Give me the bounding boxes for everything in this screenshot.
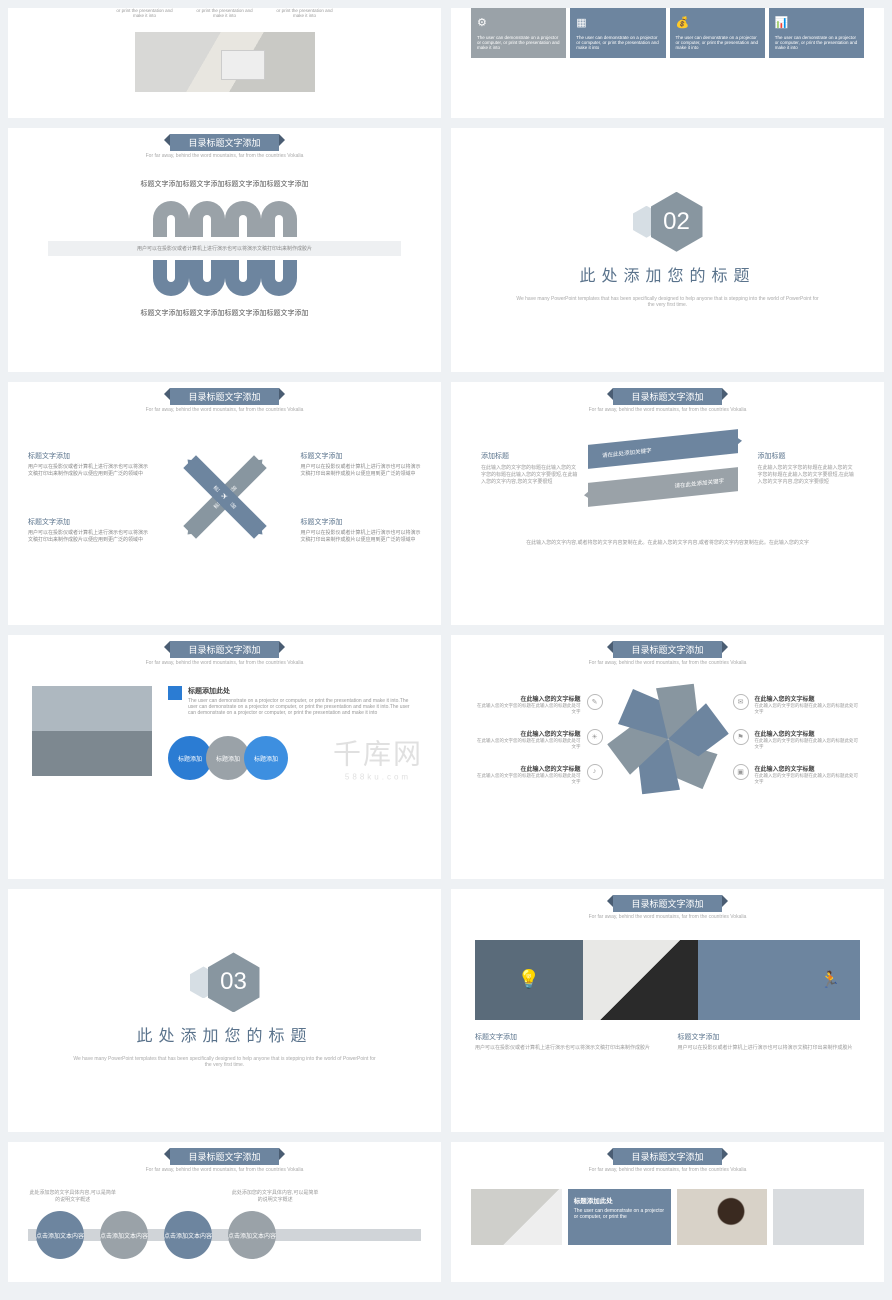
slide-2: ⚙The user can demonstrate on a projector… [451,8,884,118]
step-circle: 点击添加文本内容 [228,1211,276,1259]
banner-image [583,940,699,1020]
section-title: 此处添加您的标题 [136,1022,312,1046]
section-number: 02 [651,192,703,252]
circle-heading: 标题添加此处The user can demonstrate on a proj… [188,686,417,716]
grid-icon: ▦ [576,16,659,29]
hexagon-badge: 02 [633,192,703,252]
money-icon: 💰 [676,16,759,29]
slide-12: 目录标题文字添加For far away, behind the word mo… [451,1142,884,1282]
slide-4-section: 02 此处添加您的标题 We have many PowerPoint temp… [451,128,884,372]
banner-text: 标题文字添加用户可以在投影仪或者计算机上进行演示也可以将演示文稿打印出来制作成胶… [678,1032,861,1051]
step-caption: 此处添加您的文字具体内容,可以是简单的说明文字概述 [28,1189,117,1203]
aperture-item: ✉在此输入您的文字标题在此输入您的文字您的标题在此输入您的标题此处可文字 [733,694,861,715]
section-number: 03 [208,952,260,1012]
step-caption [332,1189,421,1203]
quad-text: 标题文字添加用户可以在投影仪或者计算机上进行演示也可以将演示文稿打印出来制作成胶… [301,451,422,477]
tile-image [471,1189,562,1245]
step-row: 点击添加文本内容 点击添加文本内容 点击添加文本内容 点击添加文本内容 [28,1211,421,1259]
swap-arrow: 请在此处添加关键字 [588,467,738,507]
aperture-item: ♪在此输入您的文字标题在此输入您的文字您的标题在此输入您的标题此处可文字 [475,764,603,785]
sun-icon: ☀ [587,729,603,745]
step-caption: 此处添加您的文字具体内容,可以是简单的说明文字概述 [231,1189,320,1203]
slide-1: or print the presentation and make it in… [8,8,441,118]
col-text: or print the presentation and make it in… [195,8,255,18]
aperture-item: ⚑在此输入您的文字标题在此输入您的文字您的标题在此输入您的标题此处可文字 [733,729,861,750]
center-dot: ✈ [216,488,234,506]
slide-header: 目录标题文字添加 For far away, behind the word m… [8,128,441,159]
feature-box: 📊The user can demonstrate on a projector… [769,8,864,58]
tile-image [773,1189,864,1245]
feature-box: 💰The user can demonstrate on a projector… [670,8,765,58]
wave-label-top: 标题文字添加标题文字添加标题文字添加标题文字添加 [48,179,401,189]
circle-label: 标题添加 [244,736,288,780]
chart-icon: 📊 [775,16,858,29]
city-image [32,686,152,776]
slide-7: 目录标题文字添加For far away, behind the word mo… [8,635,441,879]
aperture-shape [613,684,723,794]
pencil-icon: ✎ [587,694,603,710]
laptop-image [135,32,315,92]
slide-9-section: 03 此处添加您的标题 We have many PowerPoint temp… [8,889,441,1133]
mail-icon: ✉ [733,694,749,710]
slide-8: 目录标题文字添加For far away, behind the word mo… [451,635,884,879]
slide-6: 目录标题文字添加For far away, behind the word mo… [451,382,884,626]
circle-row: 标题添加 标题添加 标题添加 [168,736,417,780]
swap-arrow: 请在此处添加关键字 [588,429,738,469]
slide-grid: or print the presentation and make it in… [0,0,892,1290]
section-sub: We have many PowerPoint templates that h… [73,1056,376,1068]
wave-bottom [48,260,401,296]
feature-box: ⚙The user can demonstrate on a projector… [471,8,566,58]
tile-image [677,1189,768,1245]
col-text: or print the presentation and make it in… [115,8,175,18]
aperture-item: ✎在此输入您的文字标题在此输入您的文字您的标题在此输入您的标题此处可文字 [475,694,603,715]
step-circle: 点击添加文本内容 [164,1211,212,1259]
flag-icon: ⚑ [733,729,749,745]
swap-text-left: 添加标题在此输入您的文字您的标题在此输入您的文字您的标题在此输入您的文字要很短,… [481,451,578,485]
swap-text-right: 添加标题在此输入您的文字您的标题在此输入您的文字您的标题在此输入您的文字要很短,… [758,451,855,485]
aperture-item: ▣在此输入您的文字标题在此输入您的文字您的标题在此输入您的标题此处可文字 [733,764,861,785]
wave-strip: 用户可以在投影仪或者计算机上进行演示也可以将演示文稿打印出来制作成胶片 [48,241,401,256]
wave-label-bot: 标题文字添加标题文字添加标题文字添加标题文字添加 [48,308,401,318]
aperture-item: ☀在此输入您的文字标题在此输入您的文字您的标题在此输入您的标题此处可文字 [475,729,603,750]
slide-3: 目录标题文字添加 For far away, behind the word m… [8,128,441,372]
section-title: 此处添加您的标题 [579,262,755,286]
step-caption [129,1189,218,1203]
section-sub: We have many PowerPoint templates that h… [516,296,819,308]
col-text: or print the presentation and make it in… [275,8,335,18]
swap-footer: 在此输入您的文字内容,或者将您的文字内容复制在此。在此输入您的文字内容,或者将您… [451,539,884,546]
banner-text: 标题文字添加用户可以在投影仪或者计算机上进行演示也可以将演示文稿打印出来制作成胶… [475,1032,658,1051]
tile-card: 标题添加此处The user can demonstrate on a proj… [568,1189,671,1245]
quad-text: 标题文字添加用户可以在投影仪或者计算机上进行演示也可以将演示文稿打印出来制作成胶… [28,451,149,477]
slide-10: 目录标题文字添加For far away, behind the word mo… [451,889,884,1133]
music-icon: ♪ [587,764,603,780]
header-tab: 目录标题文字添加 [170,134,278,151]
step-circle: 点击添加文本内容 [36,1211,84,1259]
gear-icon: ⚙ [477,16,560,29]
box-icon: ▣ [733,764,749,780]
cross-arrows: 标题文字添加 标题文字添加 ✈ [155,427,295,567]
wave-top [48,201,401,237]
slide-5: 目录标题文字添加For far away, behind the word mo… [8,382,441,626]
quad-text: 标题文字添加用户可以在投影仪或者计算机上进行演示也可以将演示文稿打印出来制作成胶… [301,517,422,543]
run-icon: 🏃 [698,940,860,1020]
bulb-icon: 💡 [475,940,583,1020]
slide-11: 目录标题文字添加For far away, behind the word mo… [8,1142,441,1282]
quad-text: 标题文字添加用户可以在投影仪或者计算机上进行演示也可以将演示文稿打印出来制作成胶… [28,517,149,543]
swap-arrows: 请在此处添加关键字 请在此处添加关键字 [588,433,748,503]
square-bullet [168,686,182,700]
feature-box: ▦The user can demonstrate on a projector… [570,8,665,58]
banner-row: 💡 🏃 [475,940,860,1020]
step-circle: 点击添加文本内容 [100,1211,148,1259]
